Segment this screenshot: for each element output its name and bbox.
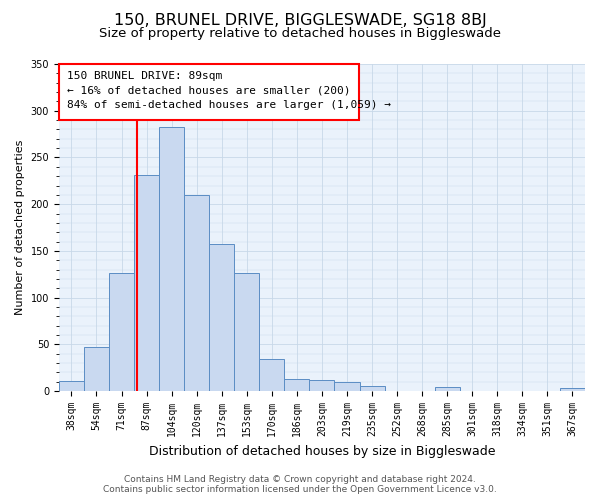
Bar xyxy=(84,348,109,391)
FancyBboxPatch shape xyxy=(59,64,359,120)
Text: 150 BRUNEL DRIVE: 89sqm
← 16% of detached houses are smaller (200)
84% of semi-d: 150 BRUNEL DRIVE: 89sqm ← 16% of detache… xyxy=(67,70,391,110)
Text: Contains HM Land Registry data © Crown copyright and database right 2024.
Contai: Contains HM Land Registry data © Crown c… xyxy=(103,474,497,494)
Bar xyxy=(134,175,159,391)
Bar xyxy=(59,381,84,391)
Bar xyxy=(334,382,359,391)
Bar xyxy=(209,244,234,391)
Bar xyxy=(109,274,134,391)
Bar xyxy=(560,388,585,391)
Text: 150, BRUNEL DRIVE, BIGGLESWADE, SG18 8BJ: 150, BRUNEL DRIVE, BIGGLESWADE, SG18 8BJ xyxy=(113,12,487,28)
Bar xyxy=(359,386,385,391)
Text: Size of property relative to detached houses in Biggleswade: Size of property relative to detached ho… xyxy=(99,28,501,40)
Y-axis label: Number of detached properties: Number of detached properties xyxy=(15,140,25,316)
Bar xyxy=(184,195,209,391)
X-axis label: Distribution of detached houses by size in Biggleswade: Distribution of detached houses by size … xyxy=(149,444,495,458)
Bar xyxy=(259,360,284,391)
Bar xyxy=(284,379,310,391)
Bar xyxy=(234,274,259,391)
Bar xyxy=(310,380,334,391)
Bar xyxy=(434,388,460,391)
Bar xyxy=(159,126,184,391)
